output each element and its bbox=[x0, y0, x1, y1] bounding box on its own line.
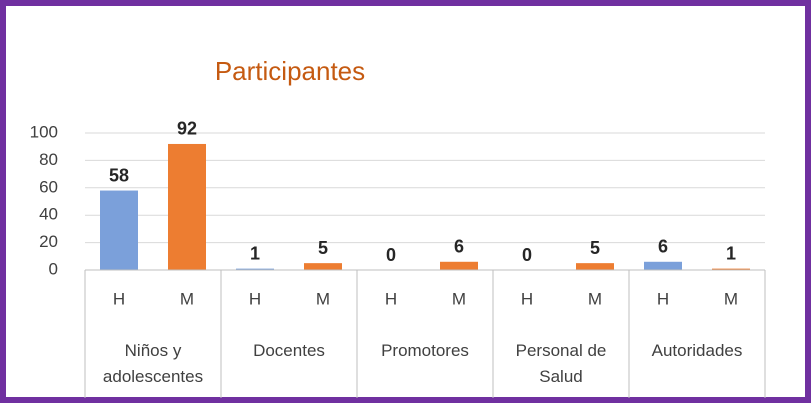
x-tick-label: M bbox=[452, 289, 466, 308]
data-label: 0 bbox=[386, 245, 396, 265]
bar bbox=[100, 190, 138, 270]
bar bbox=[576, 263, 614, 270]
bar bbox=[168, 143, 206, 270]
data-label: 6 bbox=[658, 237, 668, 257]
x-tick-label: H bbox=[657, 289, 669, 308]
bar bbox=[236, 268, 274, 270]
y-tick-label: 80 bbox=[39, 150, 58, 169]
chart-title: Participantes bbox=[215, 56, 365, 86]
x-tick-label: H bbox=[385, 289, 397, 308]
x-tick-label: M bbox=[588, 289, 602, 308]
y-tick-label: 0 bbox=[49, 259, 58, 278]
y-tick-label: 20 bbox=[39, 232, 58, 251]
data-label: 92 bbox=[177, 119, 197, 139]
bar bbox=[440, 261, 478, 270]
x-tick-label: M bbox=[724, 289, 738, 308]
x-tick-label: H bbox=[113, 289, 125, 308]
group-label: Niños y adolescentes bbox=[102, 341, 204, 386]
y-tick-label: 100 bbox=[30, 122, 58, 141]
bar bbox=[304, 263, 342, 270]
data-label: 58 bbox=[109, 165, 129, 185]
data-label: 1 bbox=[250, 243, 260, 263]
x-tick-label: M bbox=[316, 289, 330, 308]
group-label: Promotores bbox=[381, 341, 469, 360]
group-label: Docentes bbox=[253, 341, 325, 360]
group-label: Personal de Salud bbox=[515, 341, 607, 386]
data-label: 0 bbox=[522, 245, 532, 265]
group-label: Autoridades bbox=[651, 341, 743, 360]
data-label: 1 bbox=[726, 243, 736, 263]
x-tick-label: H bbox=[249, 289, 261, 308]
data-label: 5 bbox=[318, 238, 328, 258]
y-tick-label: 40 bbox=[39, 205, 58, 224]
y-tick-label: 60 bbox=[39, 177, 58, 196]
bar bbox=[644, 261, 682, 270]
bar bbox=[712, 268, 750, 270]
data-label: 5 bbox=[590, 238, 600, 258]
x-tick-label: M bbox=[180, 289, 194, 308]
data-label: 6 bbox=[454, 237, 464, 257]
x-tick-label: H bbox=[521, 289, 533, 308]
